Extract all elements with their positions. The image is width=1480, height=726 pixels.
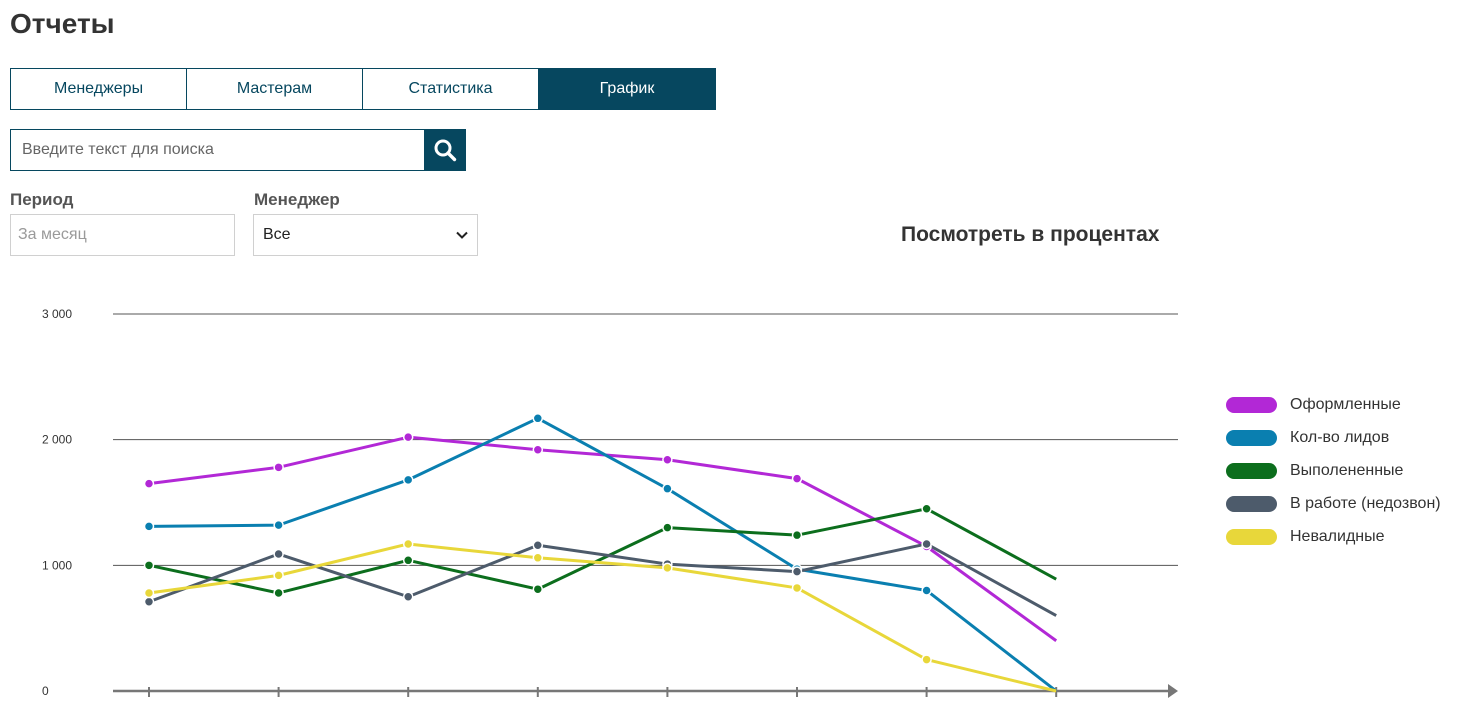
legend-label: Оформленные <box>1290 396 1401 413</box>
data-point[interactable] <box>532 413 544 424</box>
legend-label: Кол-во лидов <box>1290 429 1390 446</box>
legend-label: В работе (недозвон) <box>1290 495 1441 512</box>
search-icon <box>434 139 457 162</box>
y-tick-label: 2 000 <box>42 433 72 447</box>
data-point[interactable] <box>532 444 544 455</box>
chevron-down-icon <box>456 231 468 239</box>
legend-swatch <box>1226 463 1277 479</box>
data-point[interactable] <box>532 552 544 564</box>
view-percent-toggle[interactable]: Посмотреть в процентах <box>901 223 1160 246</box>
tab-chart[interactable]: График <box>539 68 716 110</box>
data-point[interactable] <box>791 529 803 541</box>
legend-swatch <box>1226 529 1277 545</box>
data-point[interactable] <box>143 478 155 489</box>
data-point[interactable] <box>921 654 932 665</box>
data-point[interactable] <box>791 566 803 577</box>
data-point[interactable] <box>662 454 673 466</box>
y-tick-label: 0 <box>42 684 49 698</box>
data-point[interactable] <box>273 462 284 473</box>
search-input[interactable] <box>10 129 424 171</box>
tab-managers[interactable]: Менеджеры <box>10 68 187 110</box>
manager-select[interactable]: Все <box>253 214 478 256</box>
tab-statistics[interactable]: Статистика <box>363 68 539 110</box>
tab-masters[interactable]: Мастерам <box>187 68 363 110</box>
data-point[interactable] <box>143 587 155 599</box>
manager-select-value: Все <box>263 226 291 243</box>
data-point[interactable] <box>273 587 284 599</box>
line-chart: 0 1 000 2 000 3 000 <box>42 307 1178 698</box>
legend-swatch <box>1226 496 1277 512</box>
series-line <box>148 542 1057 617</box>
series-line <box>148 435 1058 642</box>
data-point[interactable] <box>402 555 414 566</box>
data-point[interactable] <box>143 596 155 608</box>
chart-x-axis <box>113 684 1178 698</box>
data-point[interactable] <box>921 503 932 515</box>
data-point[interactable] <box>402 591 414 602</box>
data-point[interactable] <box>402 431 414 443</box>
search-button[interactable] <box>424 129 466 171</box>
data-point[interactable] <box>662 562 673 574</box>
y-tick-label: 3 000 <box>42 307 72 321</box>
x-axis-arrow <box>1168 684 1178 698</box>
data-point[interactable] <box>791 473 803 484</box>
period-label: Период <box>10 190 74 209</box>
series-line <box>148 507 1057 595</box>
report-tabs: Менеджеры Мастерам Статистика График <box>10 68 716 110</box>
legend-label: Выполененные <box>1290 462 1404 479</box>
page-title: Отчеты <box>10 8 115 39</box>
legend-swatch <box>1226 397 1277 413</box>
data-point[interactable] <box>402 474 414 486</box>
legend-swatch <box>1226 430 1277 446</box>
series-line <box>148 542 1057 693</box>
data-point[interactable] <box>273 570 284 581</box>
data-point[interactable] <box>532 583 544 595</box>
data-point[interactable] <box>662 522 673 533</box>
data-point[interactable] <box>273 548 284 560</box>
data-point[interactable] <box>143 560 155 571</box>
chart-grid: 0 1 000 2 000 3 000 <box>42 307 1178 698</box>
data-point[interactable] <box>921 538 932 550</box>
data-point[interactable] <box>532 539 544 551</box>
data-point[interactable] <box>273 519 284 531</box>
data-point[interactable] <box>662 483 673 494</box>
chart-series <box>143 413 1058 693</box>
y-tick-label: 1 000 <box>42 558 72 572</box>
data-point[interactable] <box>402 538 414 550</box>
data-point[interactable] <box>143 521 155 532</box>
search-bar <box>10 129 466 171</box>
data-point[interactable] <box>791 582 803 594</box>
legend-label: Невалидные <box>1290 528 1385 545</box>
period-input[interactable] <box>10 214 235 256</box>
manager-label: Менеджер <box>254 190 340 209</box>
series-line <box>148 416 1058 693</box>
data-point[interactable] <box>921 585 932 596</box>
